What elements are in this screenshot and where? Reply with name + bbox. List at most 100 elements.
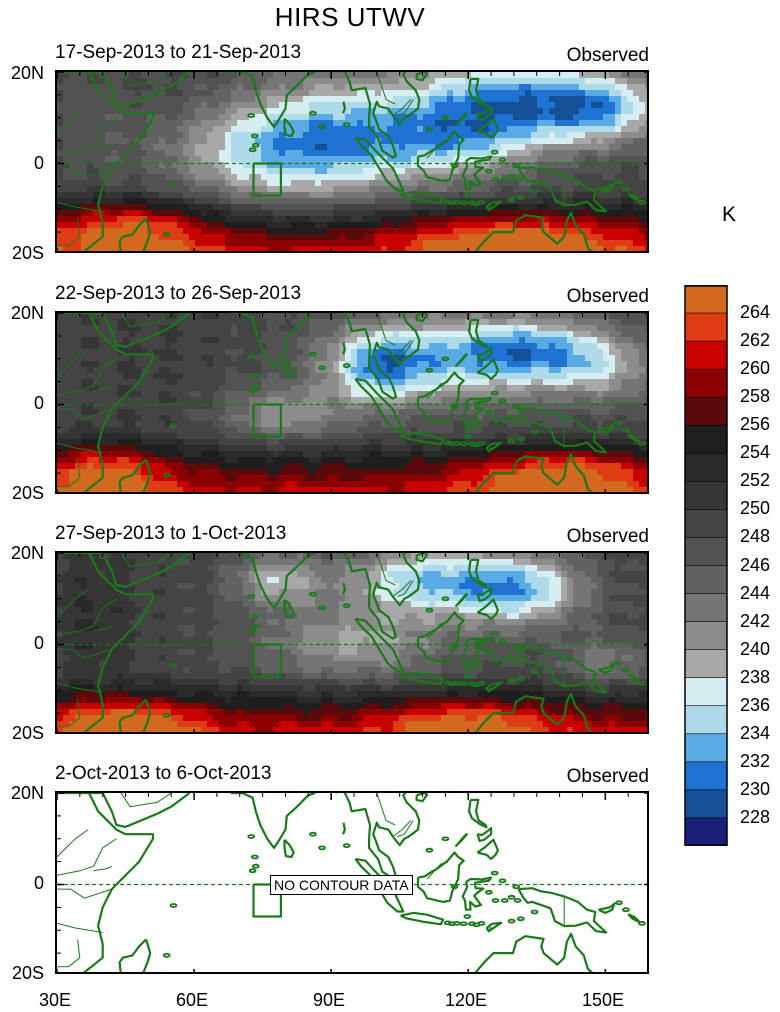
contour-cell [525,192,532,199]
contour-cell [417,325,424,332]
contour-cell [489,337,496,344]
country-border [397,99,414,116]
contour-cell [339,216,346,223]
contour-cell [63,186,70,193]
contour-cell [99,319,106,326]
contour-cell [621,361,628,368]
contour-cell [75,361,82,368]
contour-cell [81,156,88,163]
contour-cell [531,397,538,404]
contour-cell [363,319,370,326]
contour-cell [471,385,478,392]
contour-cell [411,319,418,326]
contour-cell [273,102,280,109]
contour-cell [387,228,394,235]
contour-cell [423,228,430,235]
contour-cell [381,385,388,392]
contour-cell [525,240,532,247]
contour-cell [447,186,454,193]
contour-cell [495,204,502,211]
contour-cell [381,252,387,253]
contour-cell [357,234,364,241]
contour-cell [363,337,370,344]
contour-cell [501,180,508,187]
contour-cell [279,180,286,187]
contour-cell [147,132,154,139]
contour-cell [627,409,634,416]
contour-cell [561,114,568,121]
contour-cell [489,138,496,145]
contour-cell [207,114,214,121]
contour-cell [321,102,328,109]
island [477,199,486,205]
contour-cell [153,132,160,139]
contour-cell [573,72,580,79]
contour-cell [333,355,340,362]
contour-cell [339,228,346,235]
contour-cell [423,102,430,109]
contour-cell [447,367,454,374]
contour-cell [249,78,256,85]
contour-cell [507,156,514,163]
contour-cell [309,120,316,127]
contour-cell [639,355,646,362]
contour-cell [609,240,616,247]
contour-cell [75,144,82,151]
contour-cell [453,96,460,103]
contour-cell [519,132,526,139]
contour-cell [345,246,352,251]
contour-cell [459,415,466,422]
contour-cell [147,331,154,338]
contour-cell [279,349,286,356]
contour-cell [561,144,568,151]
contour-cell [165,252,171,253]
contour-cell [165,174,172,181]
contour-cell [123,415,130,422]
contour-cell [99,120,106,127]
contour-cell [483,246,490,251]
contour-cell [93,162,100,169]
contour-cell [531,174,538,181]
contour-cell [159,415,166,422]
contour-cell [369,186,376,193]
contour-cell [633,138,640,145]
contour-cell [525,162,532,169]
contour-cell [459,120,466,127]
contour-cell [249,331,256,338]
contour-cell [141,156,148,163]
contour-cell [207,252,213,253]
panel-3-status: Observed [566,526,649,547]
contour-cell [237,319,244,326]
contour-cell [345,72,352,79]
contour-cell [117,415,124,422]
contour-cell [495,331,502,338]
contour-cell [183,168,190,175]
contour-cell [303,108,310,115]
contour-cell [147,114,154,121]
contour-cell [447,355,454,362]
contour-cell [495,397,502,404]
contour-cell [123,96,130,103]
contour-cell [477,162,484,169]
contour-cell [237,90,244,97]
contour-cell [513,228,520,235]
contour-cell [261,72,268,79]
contour-cell [423,162,430,169]
contour-cell [435,216,442,223]
contour-cell [633,343,640,350]
contour-cell [381,168,388,175]
contour-cell [321,319,328,326]
contour-cell [135,132,142,139]
contour-cell [147,168,154,175]
contour-cell [279,319,286,326]
contour-cell [531,403,538,410]
contour-cell [447,108,454,115]
contour-cell [117,331,124,338]
contour-cell [519,174,526,181]
contour-cell [81,367,88,374]
contour-cell [153,126,160,133]
contour-cell [477,168,484,175]
contour-cell [231,403,238,410]
contour-cell [129,246,136,251]
contour-cell [105,246,112,251]
